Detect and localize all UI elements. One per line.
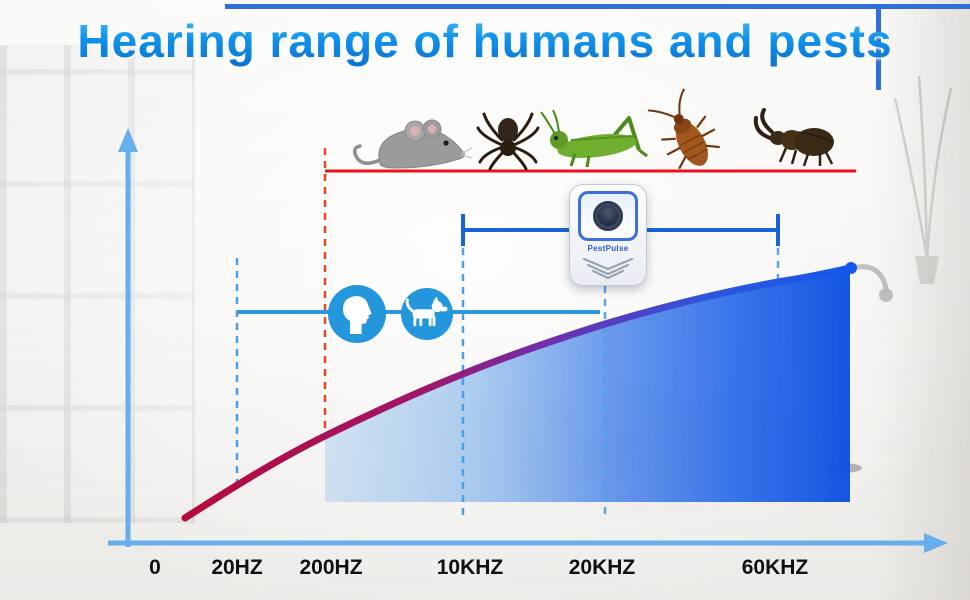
page-title: Hearing range of humans and pests bbox=[0, 14, 970, 68]
device-speaker-panel bbox=[578, 191, 638, 241]
cockroach-icon bbox=[648, 88, 720, 170]
device-grille bbox=[582, 257, 634, 280]
device-speaker bbox=[593, 201, 623, 231]
grasshopper-icon bbox=[540, 109, 648, 168]
curve-end-dot bbox=[845, 262, 857, 274]
device-brand-label: PestPulse bbox=[587, 244, 629, 253]
mouse-icon bbox=[352, 119, 473, 169]
beetle-icon bbox=[753, 108, 834, 167]
x-axis bbox=[108, 533, 948, 553]
frame-line-top bbox=[225, 4, 970, 9]
y-axis bbox=[118, 128, 138, 547]
pest-repeller-device: PestPulse bbox=[569, 184, 647, 286]
spider-icon bbox=[476, 112, 540, 171]
